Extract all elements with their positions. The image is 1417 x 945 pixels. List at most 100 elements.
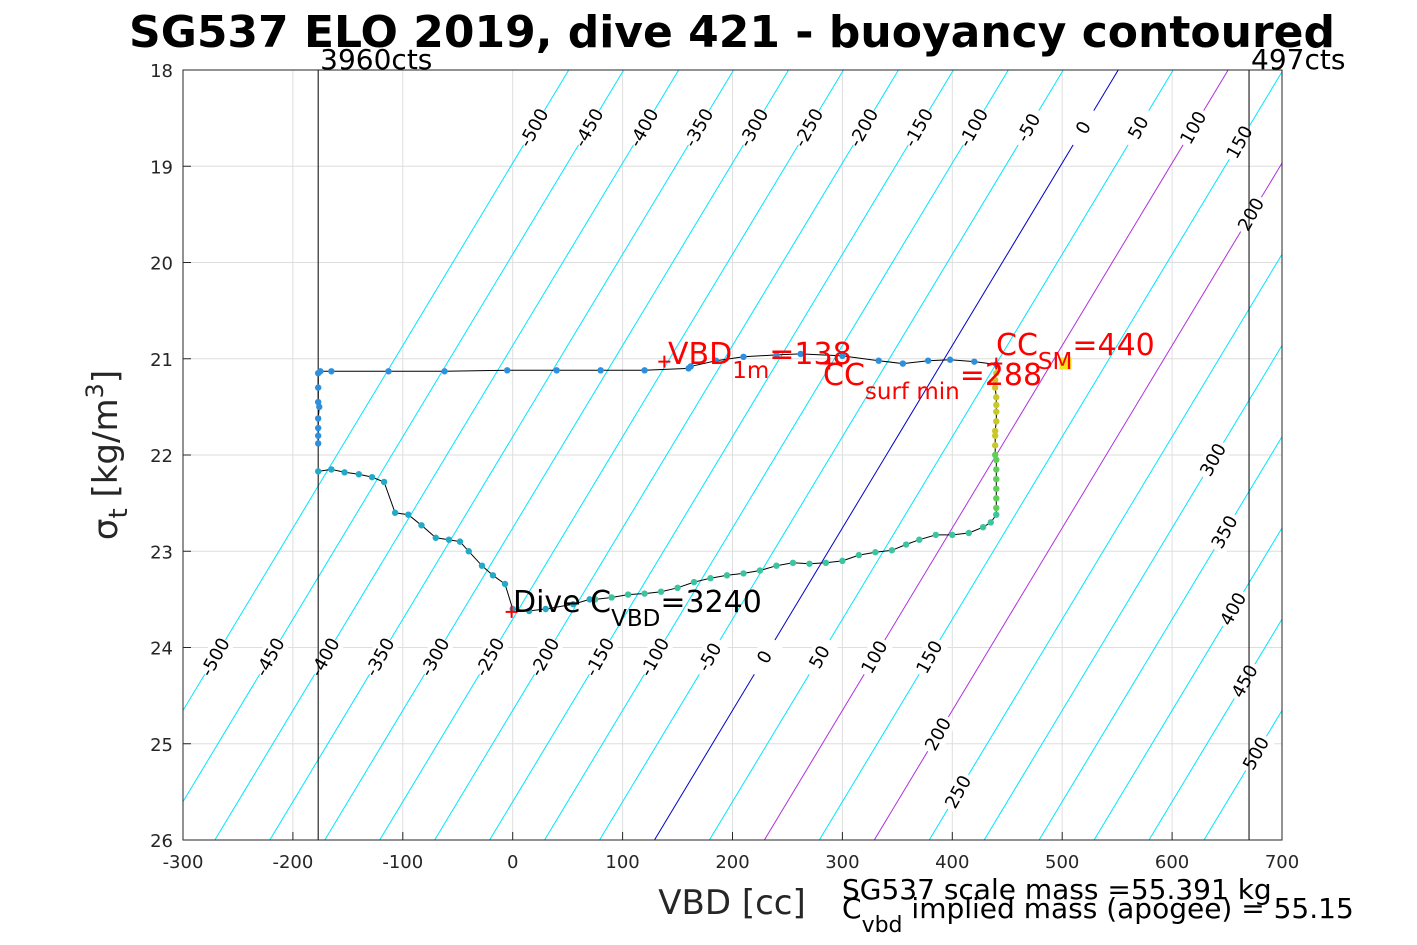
- contour-label-bg: [1231, 191, 1271, 238]
- contour-label-bg: [624, 104, 664, 151]
- grid-lines: [182, 69, 1283, 841]
- trace-point: [608, 594, 615, 601]
- dive-c-vbd-annotation: Dive CVBD=3240: [513, 585, 762, 632]
- y-axis-label: σt [kg/m3]: [81, 370, 134, 540]
- x-tick-label: 700: [1265, 852, 1299, 873]
- trace-point: [899, 360, 907, 367]
- trace-point: [314, 398, 322, 406]
- x-tick-label: 400: [935, 852, 969, 873]
- trace-point: [525, 607, 533, 615]
- contour-line: [434, 70, 899, 840]
- trace-point: [949, 531, 956, 539]
- trace-point: [553, 367, 560, 374]
- trace-point: [501, 580, 509, 588]
- contour-label: -350: [361, 634, 399, 680]
- trace-point: [314, 415, 322, 422]
- contour-label-bg: [580, 634, 620, 680]
- x-tick-label: -200: [272, 852, 313, 873]
- x-tick-label: 300: [825, 852, 859, 873]
- trace-point: [624, 591, 632, 598]
- y-tick-label: 25: [150, 735, 173, 756]
- trace-point: [797, 350, 804, 358]
- trace-point: [478, 562, 486, 569]
- trace-point: [993, 369, 1000, 377]
- trace-point: [993, 511, 1000, 518]
- cc-sm-marker: [990, 357, 1003, 370]
- trace-point: [991, 384, 999, 391]
- axis-ticks: -300 -200 -100 0 100 200 300 400 500 600 700 18 19 20…: [150, 61, 1299, 873]
- trace-point: [971, 358, 978, 365]
- contour-label-bg: [1225, 658, 1264, 705]
- contour-line: [489, 70, 954, 840]
- contour-label: -350: [680, 105, 718, 151]
- contour-label-bg: [1119, 104, 1158, 151]
- x-tick-label: 200: [715, 852, 749, 873]
- x-tick-label: -300: [163, 852, 204, 873]
- contour-label: -500: [515, 105, 553, 151]
- trace-point: [355, 471, 363, 478]
- trace-point: [591, 596, 599, 603]
- y-tick-label: 24: [150, 639, 173, 660]
- trace-point: [641, 367, 648, 374]
- trace-point: [872, 549, 879, 556]
- contour-label: -150: [900, 105, 938, 151]
- trace-point: [993, 456, 1000, 464]
- trace-point: [569, 600, 577, 608]
- contour-label-bg: [415, 634, 455, 680]
- contour-line: [654, 70, 1119, 840]
- trace-point: [328, 368, 335, 375]
- trace-point: [965, 529, 972, 537]
- trace-point: [875, 357, 882, 364]
- trace-point: [385, 368, 392, 375]
- contour-label: -100: [636, 634, 674, 680]
- contour-line: [708, 70, 1174, 840]
- trace-point: [991, 451, 999, 459]
- trace-point: [993, 504, 1000, 512]
- contour-label-bg: [910, 634, 949, 680]
- trace-point: [328, 466, 335, 473]
- cc-surf-min-annotation: CCsurf min=288: [823, 358, 1042, 405]
- contour-label-bg: [1213, 586, 1253, 632]
- x-tick-label: -100: [382, 852, 423, 873]
- trace-point: [597, 367, 604, 374]
- trace-point: [993, 475, 1000, 483]
- contour-label-bg: [1064, 104, 1103, 151]
- contour-label-bg: [918, 711, 958, 757]
- scale-mass-note: SG537 scale mass =55.391 kg: [842, 873, 1272, 906]
- trace-point: [418, 522, 425, 529]
- contour-label-bg: [195, 634, 235, 680]
- contour-line: [818, 70, 1282, 840]
- vbd-1m-marker: [658, 355, 671, 368]
- contour-label: -300: [416, 634, 454, 680]
- contour-line: [183, 70, 570, 712]
- trace-point: [773, 351, 780, 359]
- trace-point: [993, 408, 1000, 415]
- contour-label: -250: [471, 634, 509, 680]
- contour-line: [599, 70, 1064, 840]
- trace-point: [441, 368, 448, 375]
- trace-point: [341, 469, 348, 476]
- trace-point: [641, 590, 648, 597]
- trace-point: [314, 432, 322, 439]
- contour-line: [928, 253, 1282, 840]
- contour-label-bg: [745, 634, 784, 680]
- trace-point: [687, 363, 694, 370]
- trace-point: [991, 376, 999, 384]
- contour-line: [1148, 618, 1282, 840]
- contour-labels: -500 -450 -400 -350 -300 -250 -200 -150 -100 -50 0…: [195, 104, 1276, 815]
- contour-label: -300: [735, 105, 773, 151]
- trace-point: [993, 495, 1000, 502]
- trace-point: [946, 356, 954, 363]
- vbd-1m-annotation: VBD1m=138: [668, 337, 852, 384]
- contour-label: -400: [306, 634, 344, 680]
- contour-label-bg: [690, 634, 729, 680]
- contour-label: -500: [196, 634, 234, 680]
- chart-title: SG537 ELO 2019, dive 421 - buoyancy cont…: [129, 7, 1335, 58]
- trace-point: [314, 440, 322, 447]
- trace-point: [465, 548, 472, 555]
- contour-line: [379, 70, 844, 840]
- trace-point: [932, 531, 940, 539]
- annotation-markers: [505, 355, 1003, 618]
- contour-label-bg: [938, 769, 978, 815]
